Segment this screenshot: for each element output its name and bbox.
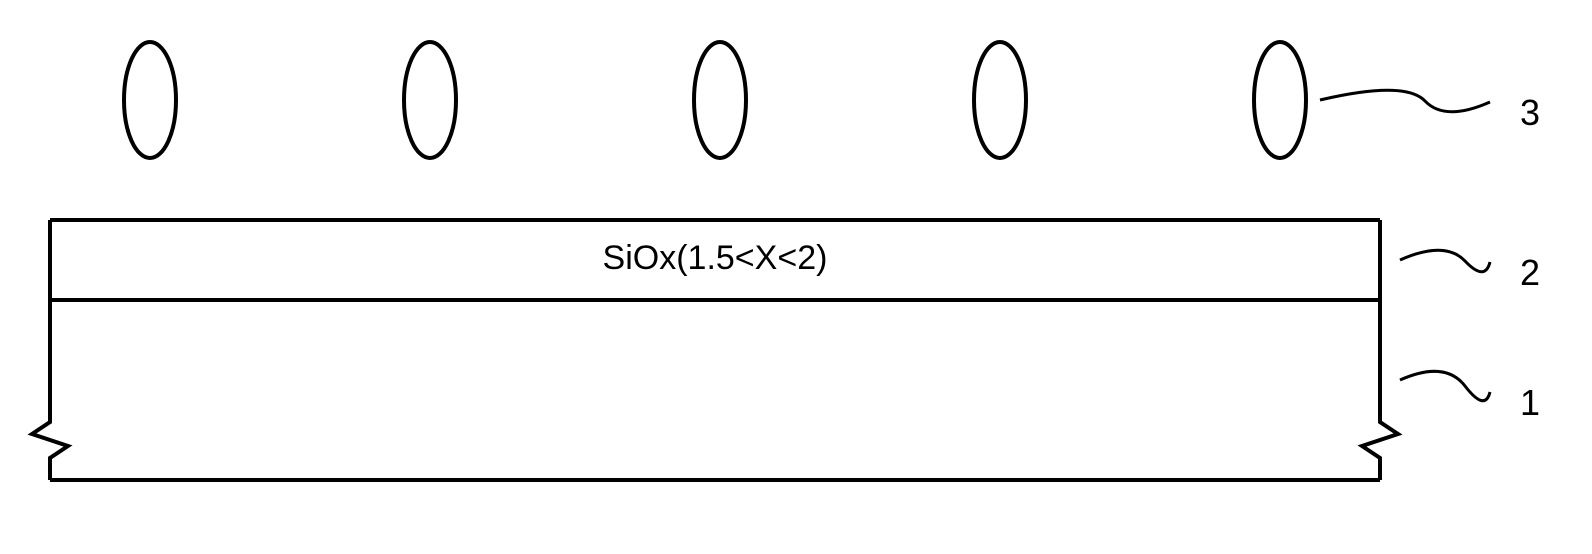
right-side-break [1362,220,1398,480]
particle-ellipse [124,42,176,158]
ref-label-2: 2 [1520,252,1540,294]
leader-line [1400,371,1490,400]
ref-label-1: 1 [1520,382,1540,424]
left-side-break [32,220,68,480]
top-layer-label: SiOx(1.5<X<2) [535,239,895,278]
diagram-root: SiOx(1.5<X<2) 3 2 1 [0,0,1592,554]
ref-label-3: 3 [1520,92,1540,134]
leader-line [1400,250,1490,272]
particle-ellipse [694,42,746,158]
particle-ellipse [1254,42,1306,158]
particle-ellipse [404,42,456,158]
particle-ellipse [974,42,1026,158]
leader-line [1320,90,1490,112]
